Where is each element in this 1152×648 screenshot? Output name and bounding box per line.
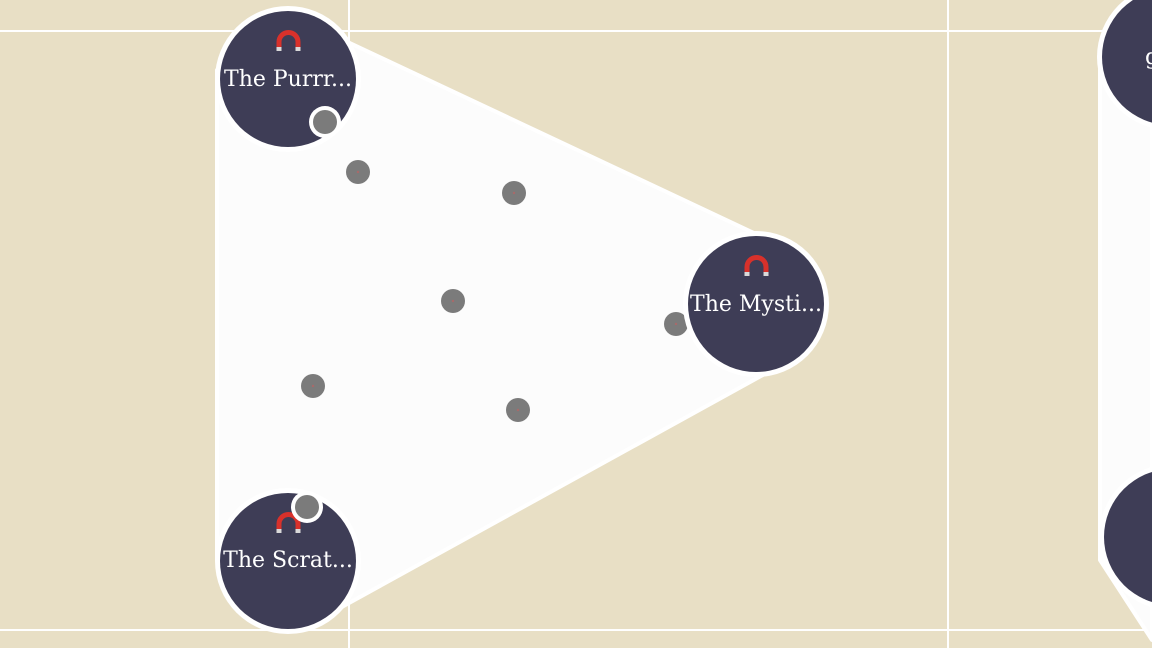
node-label: The Purrr... — [224, 67, 352, 92]
node-scrat[interactable]: The Scrat... — [215, 488, 361, 634]
node-partial-top[interactable]: g — [1097, 0, 1152, 130]
point[interactable] — [664, 312, 688, 336]
point[interactable] — [441, 289, 465, 313]
point[interactable] — [346, 160, 370, 184]
node-label: The Mysti... — [690, 292, 822, 317]
node-purrr[interactable]: The Purrr... — [215, 6, 361, 152]
points — [301, 160, 688, 422]
magnet-icon — [744, 255, 769, 276]
point[interactable] — [502, 181, 526, 205]
magnet-icon — [276, 30, 301, 51]
point[interactable] — [301, 374, 325, 398]
point[interactable] — [506, 398, 530, 422]
node-partial-bottom[interactable] — [1099, 464, 1152, 610]
node-label: The Scrat... — [223, 548, 353, 573]
magnet-icon — [276, 512, 301, 533]
anchor-point[interactable] — [309, 106, 341, 138]
anchor-point[interactable] — [291, 491, 323, 523]
node-mysti[interactable]: The Mysti... — [683, 231, 829, 377]
node-label: g — [1145, 45, 1152, 70]
